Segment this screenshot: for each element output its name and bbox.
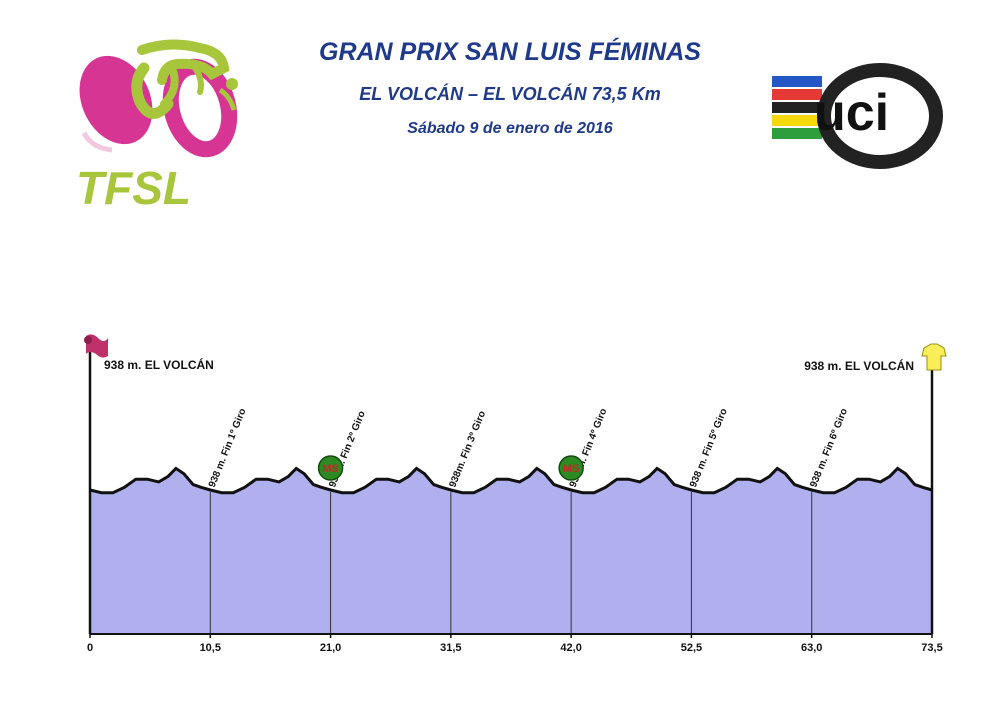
- x-tick-label: 21,0: [320, 642, 341, 654]
- stage-profile-chart: 0 10,5 21,0 31,5 42,0 52,5 63,0 73,5 938 m. Fin…: [84, 334, 947, 654]
- race-title: GRAN PRIX SAN LUIS FÉMINAS: [319, 38, 701, 66]
- lap-end-label-1: 938 m. Fin 1º Giro: [207, 407, 249, 489]
- tfsl-logo-text: TFSL: [76, 162, 191, 214]
- sprint-markers: MS MS: [317, 455, 584, 481]
- finish-label: 938 m. EL VOLCÁN: [804, 358, 914, 373]
- lap-end-label-6: 938 m. Fin 6º Giro: [808, 407, 850, 489]
- race-date: Sábado 9 de enero de 2016: [407, 120, 613, 137]
- lap-divider-lines: [209, 492, 813, 634]
- lap-end-label-3: 938m. Fin 3º Giro: [447, 409, 488, 489]
- start-flag-icon: [84, 334, 108, 358]
- x-tick-label: 63,0: [801, 642, 822, 654]
- sprint-marker-2: [558, 455, 584, 481]
- uci-logo: uci: [772, 63, 943, 169]
- tfsl-logo: TFSL: [76, 39, 238, 214]
- sprint-marker-1: [317, 455, 344, 481]
- profile-area-group: [89, 466, 933, 634]
- finish-jersey-icon: [921, 343, 947, 371]
- x-tick-label: 73,5: [921, 642, 942, 654]
- route-subtitle: EL VOLCÁN – EL VOLCÁN 73,5 Km: [359, 84, 661, 104]
- x-axis-ticks: 0 10,5 21,0 31,5 42,0 52,5 63,0 73,5: [87, 634, 943, 654]
- x-tick-label: 52,5: [681, 642, 702, 654]
- start-label: 938 m. EL VOLCÁN: [104, 357, 214, 372]
- x-tick-label: 31,5: [440, 642, 461, 654]
- lap-end-label-5: 938 m. Fin 5º Giro: [688, 407, 730, 489]
- x-tick-label: 0: [87, 642, 93, 654]
- header: GRAN PRIX SAN LUIS FÉMINAS EL VOLCÁN – E…: [0, 0, 1000, 160]
- profile-area: [90, 468, 932, 634]
- uci-logo-text: uci: [814, 84, 889, 142]
- x-tick-label: 42,0: [560, 642, 581, 654]
- sprint-marker-label: MS: [563, 463, 580, 475]
- x-tick-label: 10,5: [200, 642, 221, 654]
- profile-line: [89, 466, 933, 495]
- sprint-marker-label: MS: [322, 463, 339, 475]
